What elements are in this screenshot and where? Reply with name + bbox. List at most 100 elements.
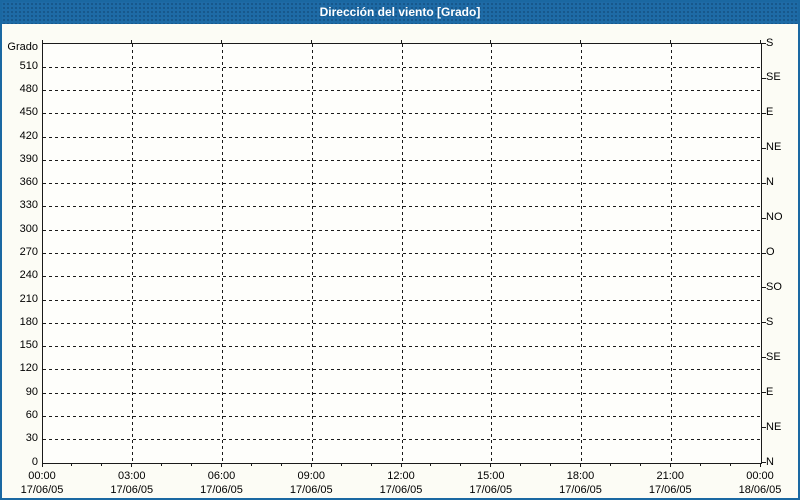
y-tick-label-left: 210 bbox=[19, 292, 38, 305]
x-tick-date-label: 17/06/05 bbox=[20, 484, 64, 496]
chart-title-bar: Dirección del viento [Grado] bbox=[2, 2, 798, 24]
x-top-tick bbox=[490, 40, 492, 43]
x-tick-time-label: 06:00 bbox=[207, 470, 236, 482]
y-right-tick bbox=[761, 427, 766, 429]
x-tick-time-label: 09:00 bbox=[297, 470, 326, 482]
y-tick-label-left: 360 bbox=[19, 176, 38, 189]
x-minor-tick bbox=[340, 463, 342, 466]
x-tick-date-label: 17/06/05 bbox=[559, 484, 602, 496]
y-tick-label-right: E bbox=[766, 385, 774, 398]
y-right-tick bbox=[761, 462, 766, 463]
y-tick-label-left: 240 bbox=[19, 269, 38, 282]
x-gridline bbox=[401, 44, 403, 463]
x-top-tick bbox=[759, 40, 761, 43]
x-tick-time-label: 21:00 bbox=[656, 470, 685, 482]
x-minor-tick bbox=[370, 463, 372, 466]
x-gridline bbox=[311, 44, 313, 463]
x-minor-tick bbox=[280, 463, 282, 466]
x-minor-tick bbox=[460, 463, 462, 466]
y-tick-label-right: SE bbox=[766, 350, 781, 363]
x-minor-tick bbox=[550, 463, 552, 466]
x-minor-tick bbox=[729, 463, 731, 466]
y-tick-label-right: N bbox=[766, 176, 774, 189]
x-top-tick bbox=[580, 40, 581, 43]
chart-title: Dirección del viento [Grado] bbox=[319, 5, 481, 19]
y-tick-label-right: E bbox=[766, 106, 774, 119]
y-right-tick bbox=[761, 77, 766, 79]
x-minor-tick bbox=[71, 463, 73, 466]
x-top-tick bbox=[221, 40, 222, 43]
x-tick-time-label: 00:00 bbox=[746, 470, 774, 482]
x-tick-time-label: 00:00 bbox=[28, 470, 56, 482]
y-tick-label-left: 60 bbox=[25, 408, 38, 421]
x-tick-time-label: 18:00 bbox=[566, 470, 595, 482]
y-tick-label-right: SE bbox=[766, 71, 781, 84]
plot-area bbox=[42, 43, 762, 464]
y-axis-unit-label: Grado bbox=[7, 41, 38, 53]
y-right-tick bbox=[761, 147, 766, 149]
y-tick-label-left: 30 bbox=[25, 432, 38, 445]
x-tick-date-label: 18/06/05 bbox=[738, 484, 782, 496]
y-tick-label-right: N bbox=[766, 455, 774, 468]
x-minor-tick bbox=[699, 463, 701, 466]
y-right-tick bbox=[761, 182, 766, 184]
y-tick-label-left: 300 bbox=[19, 222, 38, 235]
y-right-tick bbox=[761, 322, 766, 324]
x-gridline bbox=[581, 44, 582, 463]
y-tick-label-left: 330 bbox=[19, 199, 38, 212]
y-tick-label-left: 270 bbox=[19, 246, 38, 258]
x-major-tick bbox=[131, 463, 133, 467]
x-tick-date-label: 17/06/05 bbox=[648, 484, 692, 496]
y-tick-label-left: 180 bbox=[19, 315, 38, 328]
x-minor-tick bbox=[609, 463, 611, 466]
y-tick-label-right: S bbox=[766, 315, 774, 328]
y-right-tick bbox=[761, 252, 766, 254]
x-major-tick bbox=[310, 463, 312, 467]
x-tick-time-label: 03:00 bbox=[117, 470, 146, 482]
x-tick-date-label: 17/06/05 bbox=[379, 484, 423, 496]
x-tick-date-label: 17/06/05 bbox=[110, 484, 154, 496]
x-tick-time-label: 15:00 bbox=[476, 470, 505, 482]
x-minor-tick bbox=[101, 463, 103, 466]
y-tick-label-left: 150 bbox=[19, 339, 38, 352]
y-right-tick bbox=[761, 217, 766, 219]
x-major-tick bbox=[669, 463, 671, 467]
x-minor-tick bbox=[161, 463, 163, 466]
y-right-tick bbox=[761, 392, 766, 394]
y-tick-label-left: 390 bbox=[19, 152, 38, 165]
x-tick-date-label: 17/06/05 bbox=[289, 484, 333, 496]
x-top-tick bbox=[41, 40, 43, 43]
y-tick-label-left: 120 bbox=[19, 362, 38, 375]
x-gridline bbox=[491, 44, 493, 463]
x-major-tick bbox=[41, 463, 43, 467]
x-minor-tick bbox=[191, 463, 193, 466]
x-top-tick bbox=[131, 40, 133, 43]
x-gridline bbox=[132, 44, 134, 463]
y-tick-label-right: NO bbox=[766, 211, 783, 224]
x-top-tick bbox=[400, 40, 402, 43]
x-top-tick bbox=[310, 40, 312, 43]
y-tick-label-right: NE bbox=[766, 420, 782, 433]
x-major-tick bbox=[221, 463, 222, 467]
x-major-tick bbox=[759, 463, 761, 467]
y-tick-label-left: 0 bbox=[31, 455, 38, 468]
y-tick-label-left: 510 bbox=[19, 59, 38, 72]
x-minor-tick bbox=[250, 463, 252, 466]
y-tick-label-right: S bbox=[766, 36, 774, 49]
x-gridline bbox=[670, 44, 672, 463]
y-right-tick bbox=[761, 43, 766, 44]
y-right-tick bbox=[761, 357, 766, 359]
y-tick-label-left: 420 bbox=[19, 129, 38, 142]
y-tick-label-right: SO bbox=[766, 280, 782, 293]
x-major-tick bbox=[490, 463, 492, 467]
x-minor-tick bbox=[430, 463, 432, 466]
x-tick-date-label: 17/06/05 bbox=[469, 484, 513, 496]
y-right-tick bbox=[761, 287, 766, 289]
x-tick-date-label: 17/06/05 bbox=[200, 484, 243, 496]
y-tick-label-right: NE bbox=[766, 141, 782, 154]
x-top-tick bbox=[669, 40, 671, 43]
y-tick-label-left: 90 bbox=[25, 385, 38, 398]
x-major-tick bbox=[400, 463, 402, 467]
y-tick-label-right: O bbox=[766, 246, 775, 258]
